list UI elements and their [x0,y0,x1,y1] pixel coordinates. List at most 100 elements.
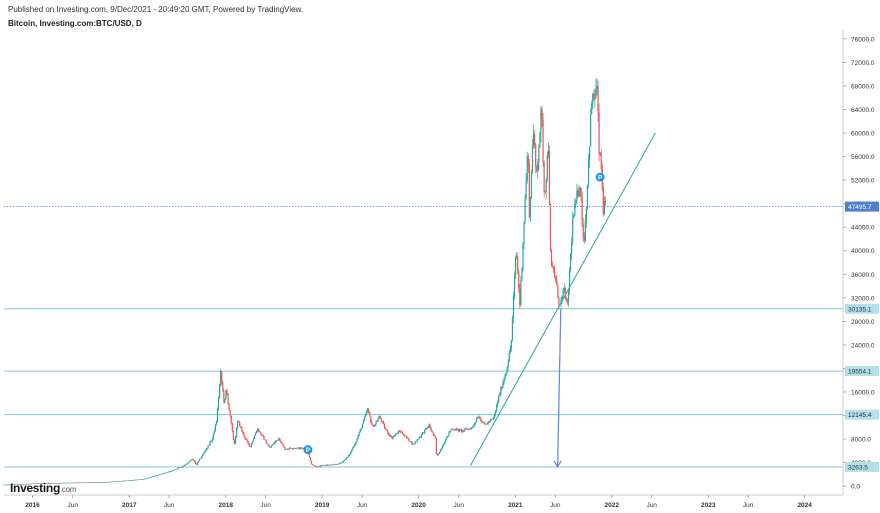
candle-body [457,429,460,432]
candle-body [233,439,236,444]
candle-body [242,431,244,434]
candle-body [337,464,339,465]
candle-body [454,429,456,431]
candle-body [98,482,100,483]
candle-body [165,472,167,474]
candle-body [426,427,428,429]
candle-body [94,482,96,483]
candle-body [154,475,156,477]
level-label: 3263.5 [848,464,868,471]
candle-body [262,434,264,437]
candle-body [29,483,32,485]
candle-body [290,448,293,449]
candle-body [407,437,409,439]
candle-body [211,439,213,442]
candle-body [192,459,194,460]
candle-body [453,429,455,431]
candle-body [390,436,392,437]
candle-body [397,431,399,434]
candle-body [389,434,391,437]
candle-body [563,288,565,290]
candle-body [433,434,435,436]
candle-body [286,449,288,450]
candle-body [129,480,131,481]
arrow-shaft [557,308,562,467]
y-tick-label: 0.0 [851,484,860,491]
candle-body [298,447,300,450]
candle-body [99,482,101,483]
y-tick-label: 56000.0 [851,154,875,161]
candle-body [215,422,218,425]
horizontal-levels[interactable] [4,206,843,468]
candle-body [565,298,567,302]
x-tick-label: Jun [550,502,561,509]
candle-body [388,433,390,435]
candle-body [507,361,509,369]
candle-body [60,482,62,484]
candle-body [111,481,113,483]
candle-body [469,428,471,430]
candle-body [83,482,85,484]
candle-body [456,428,459,430]
candle-body [30,483,33,485]
candle-body [476,417,479,419]
candle-body [465,428,467,430]
candle-body [256,431,258,434]
candle-body [234,437,237,444]
candle-body [289,447,292,449]
candle-body [595,89,597,97]
candle-body [179,467,182,468]
candle-body [206,448,208,450]
x-tick-label: Jun [260,502,271,509]
candle-body [59,482,61,484]
candle-body [36,483,38,485]
candle-body [90,482,92,484]
candle-body [553,267,555,271]
candle-body [3,484,5,486]
investing-logo[interactable]: Investing.com [10,481,76,495]
candle-body [315,465,317,467]
candle-body [96,482,98,484]
candle-body [160,473,163,475]
candle-body [7,484,9,486]
candle-body [136,479,138,481]
candle-body [365,412,368,415]
candle-body [115,481,117,482]
candle-body [502,382,504,389]
candle-body [513,275,516,297]
candle-body [525,180,527,199]
candle-body [382,421,385,424]
candle-body [25,483,27,485]
candle-body [247,441,249,444]
price-labels: 30135.1 19554.1 12145.4 3263.5 47495.7 [845,201,879,472]
candle-body [27,483,29,485]
candle-body [49,483,52,484]
candle-body [429,424,431,429]
candle-body [484,422,486,425]
candle-body [538,147,540,163]
candle-body [461,429,463,432]
drawings[interactable]: PP [303,132,656,469]
candle-body [371,422,373,425]
candle-body [585,208,588,221]
candle-body [103,482,106,483]
candle-body [531,145,534,172]
x-tick-label: Jun [646,502,657,509]
candle-body [314,465,316,467]
candle-body [180,467,183,468]
candle-body [493,414,496,419]
candle-body [87,482,90,484]
candle-body [402,434,405,436]
candle-body [50,483,53,484]
candle-body [236,421,239,429]
candle-body [437,454,440,456]
candle-body [326,464,329,466]
candle-body [447,435,449,437]
candle-body [13,484,16,485]
candle-body [468,428,470,430]
candle-body [35,483,37,485]
candle-body [189,460,191,463]
candle-body [439,449,442,453]
candle-body [393,435,395,437]
